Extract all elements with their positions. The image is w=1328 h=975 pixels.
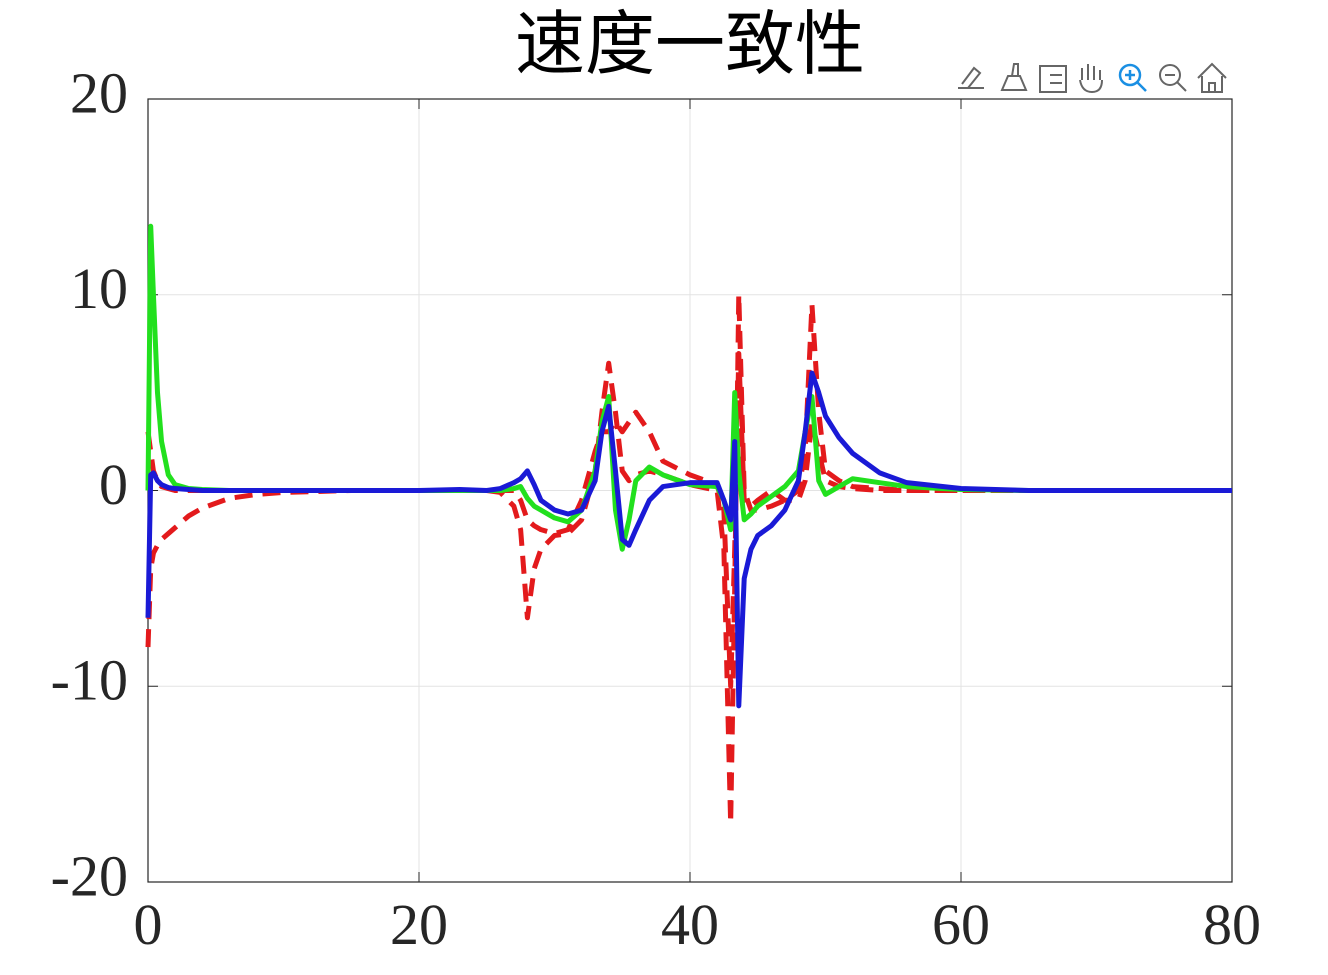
x-tick-label: 80 [1203, 892, 1261, 957]
chart-title: 速度一致性 [515, 7, 865, 84]
y-tick-label: 10 [70, 256, 128, 321]
x-tick-label: 60 [932, 892, 990, 957]
zoom-in-icon[interactable] [1118, 63, 1147, 92]
y-tick-label: 20 [70, 60, 128, 125]
edit-icon[interactable] [958, 66, 984, 89]
series-line [145, 292, 1232, 826]
x-tick-label: 20 [390, 892, 448, 957]
home-icon[interactable] [1197, 62, 1227, 93]
series-line [145, 370, 1232, 709]
y-tick-label: -20 [51, 843, 128, 908]
brush-icon[interactable] [1000, 63, 1028, 91]
y-tick-label: 0 [99, 452, 128, 517]
x-tick-label: 40 [661, 892, 719, 957]
pan-icon[interactable] [1079, 64, 1103, 94]
x-tick-label: 0 [134, 892, 163, 957]
zoom-out-icon[interactable] [1159, 64, 1187, 92]
y-tick-label: -10 [51, 648, 128, 713]
toolbar[interactable] [958, 62, 1227, 94]
legend-icon[interactable] [1039, 65, 1067, 93]
